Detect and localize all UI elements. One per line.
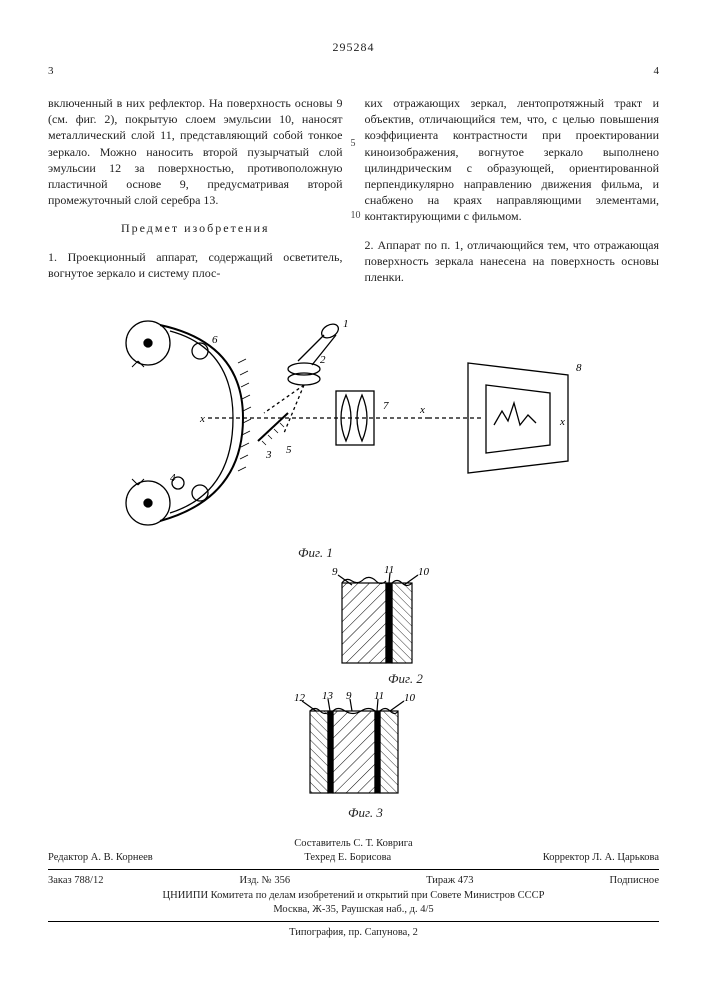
fig2-label-9: 9 bbox=[332, 566, 338, 578]
fig3-label-10: 10 bbox=[404, 692, 416, 704]
footer-tirazh: Тираж 473 bbox=[426, 874, 473, 888]
fig2-label-11: 11 bbox=[384, 565, 394, 576]
footer-compiler: Составитель С. Т. Коврига bbox=[48, 837, 659, 851]
right-column: 5 10 ких отражающих зеркал, лентопротяжн… bbox=[365, 83, 660, 297]
footer-podpis: Подписное bbox=[610, 874, 659, 888]
fig1-label-1: 1 bbox=[343, 318, 349, 330]
fig1-label-3: 3 bbox=[265, 449, 272, 461]
figures-area: 1 2 3 4 5 6 7 8 x x x Фиг. 1 bbox=[48, 313, 659, 823]
footer-editor: Редактор А. В. Корнеев bbox=[48, 851, 153, 865]
page-left: 3 bbox=[48, 65, 54, 77]
text-columns: включенный в них рефлектор. На поверх­но… bbox=[48, 83, 659, 297]
fig1-x-left: x bbox=[199, 413, 205, 425]
footer-techred: Техред Е. Борисова bbox=[304, 851, 391, 865]
page-right: 4 bbox=[654, 65, 660, 77]
footer-corrector: Корректор Л. А. Царькова bbox=[543, 851, 659, 865]
caption-fig3: Фиг. 3 bbox=[348, 805, 383, 821]
footer: Составитель С. Т. Коврига Редактор А. В.… bbox=[48, 837, 659, 940]
right-p1: ких отражающих зеркал, лентопротяжный тр… bbox=[365, 95, 660, 225]
fig3-label-12: 12 bbox=[294, 692, 306, 704]
fig1-label-5: 5 bbox=[286, 444, 292, 456]
footer-addr: Москва, Ж-35, Раушская наб., д. 4/5 bbox=[48, 903, 659, 917]
figure-1: 1 2 3 4 5 6 7 8 x x x bbox=[88, 313, 588, 543]
left-column: включенный в них рефлектор. На поверх­но… bbox=[48, 83, 343, 297]
fig3-label-9: 9 bbox=[346, 691, 352, 702]
fig1-x-mid: x bbox=[419, 404, 425, 416]
footer-izd: Изд. № 356 bbox=[240, 874, 291, 888]
left-p2: 1. Проекционный аппарат, содержащий осве… bbox=[48, 249, 343, 281]
fig1-label-4: 4 bbox=[170, 472, 176, 484]
left-p1: включенный в них рефлектор. На поверх­но… bbox=[48, 95, 343, 208]
marker-10: 10 bbox=[351, 209, 361, 223]
caption-fig1: Фиг. 1 bbox=[298, 545, 333, 561]
fig1-label-8: 8 bbox=[576, 362, 582, 374]
footer-typo: Типография, пр. Сапунова, 2 bbox=[48, 926, 659, 940]
fig1-label-7: 7 bbox=[383, 400, 389, 412]
page-numbers: 3 4 bbox=[48, 65, 659, 77]
footer-order: Заказ 788/12 bbox=[48, 874, 103, 888]
figure-3: 12 13 9 11 10 bbox=[278, 691, 478, 806]
section-invention: Предмет изобретения bbox=[48, 220, 343, 236]
fig3-label-13: 13 bbox=[322, 691, 334, 702]
fig1-label-6: 6 bbox=[212, 334, 218, 346]
caption-fig2: Фиг. 2 bbox=[388, 671, 423, 687]
fig3-label-11: 11 bbox=[374, 691, 384, 702]
patent-number: 295284 bbox=[48, 40, 659, 55]
marker-5: 5 bbox=[351, 137, 356, 151]
fig2-label-10: 10 bbox=[418, 566, 430, 578]
right-p2: 2. Аппарат по п. 1, отличающийся тем, чт… bbox=[365, 237, 660, 286]
footer-org: ЦНИИПИ Комитета по делам изобретений и о… bbox=[48, 889, 659, 903]
fig1-x-right: x bbox=[559, 416, 565, 428]
figure-2: 9 11 10 bbox=[308, 565, 468, 675]
fig1-label-2: 2 bbox=[320, 354, 326, 366]
